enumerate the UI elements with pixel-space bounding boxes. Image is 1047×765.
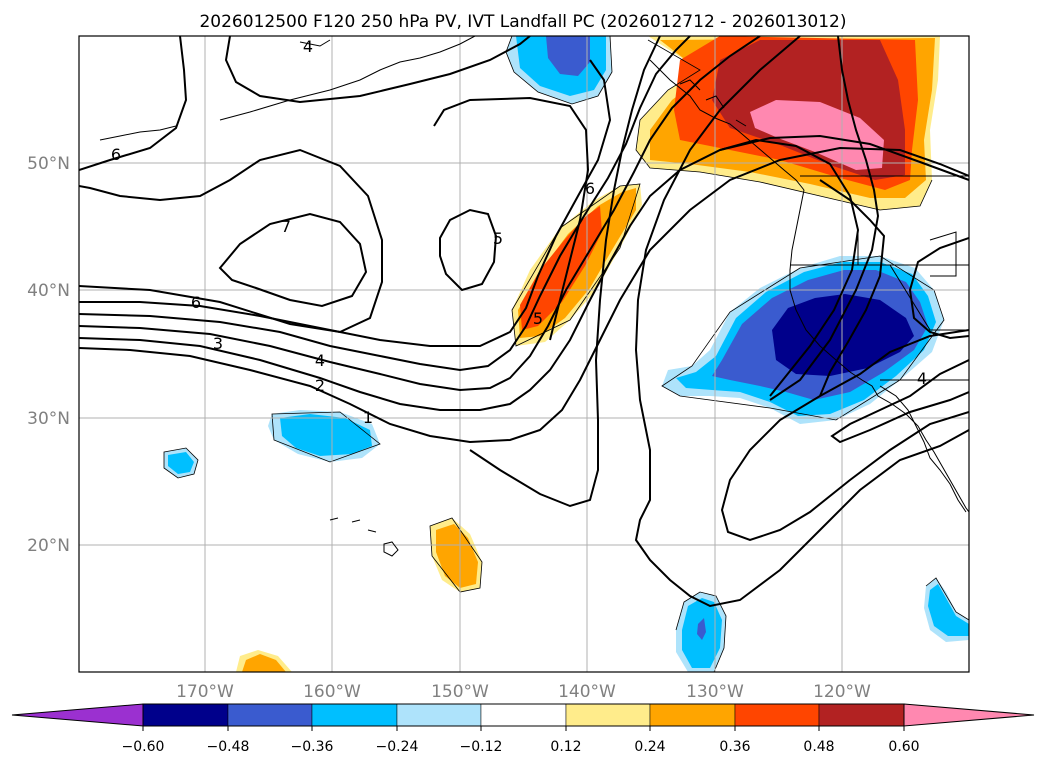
positive-anomaly-southwest-orange (242, 654, 286, 672)
contour-label: 5 (493, 229, 503, 248)
contour-line (433, 96, 590, 341)
contour-line (634, 36, 969, 608)
contour-label: 5 (533, 309, 543, 328)
colorbar-segment (565, 703, 651, 727)
contour-label: 1 (363, 408, 373, 427)
colorbar-segment (227, 703, 313, 727)
contour-line (224, 36, 531, 104)
map-panel: 1 2 3 4 5 6 7 4 5 6 4 6 (78, 35, 970, 673)
colorbar-extend-max (903, 703, 1035, 727)
contour-label: 6 (191, 293, 201, 312)
colorbar-segment (396, 703, 482, 727)
lon-label: 120°W (813, 682, 871, 702)
contour-line (719, 138, 860, 397)
contour-label: 4 (917, 369, 927, 388)
positive-anomaly-offshore-red (520, 206, 602, 330)
coastline-bc-islands (679, 79, 747, 127)
contour-label: 6 (585, 179, 595, 198)
negative-anomaly-tropical-mid (697, 618, 706, 640)
colorbar-segment (311, 703, 398, 727)
colorbar-segment (734, 703, 820, 727)
contour-line (819, 179, 886, 397)
colorbar-segment (480, 703, 567, 727)
lon-label: 160°W (303, 682, 361, 702)
coastline-kodiak (299, 39, 331, 47)
pv-contours (79, 36, 969, 608)
contour-line (830, 359, 969, 444)
contour-line (218, 212, 368, 308)
coastlines (99, 36, 969, 557)
lon-label: 170°W (176, 682, 234, 702)
coastline-alaska (219, 36, 476, 121)
colorbar-tick-label: 0.48 (803, 739, 834, 755)
lon-label: 130°W (686, 682, 744, 702)
colorbar-tick-label: 0.60 (888, 739, 919, 755)
coastline-great-basin (929, 231, 957, 277)
contour-labels: 1 2 3 4 5 6 7 4 5 6 4 6 (111, 37, 927, 427)
latitude-labels: 50°N 40°N 30°N 20°N (27, 154, 70, 556)
longitude-labels: 170°W 160°W 150°W 140°W 130°W 120°W (176, 682, 871, 702)
negative-anomaly-subtropical-blue (280, 414, 372, 456)
lat-label: 30°N (27, 409, 70, 429)
colorbar-frame (142, 703, 905, 727)
border-states (790, 230, 969, 381)
colorbar-segment (649, 703, 736, 727)
contour-line (79, 134, 969, 411)
lat-label: 40°N (27, 281, 70, 301)
lat-label: 50°N (27, 154, 70, 174)
contour-line (79, 59, 612, 347)
colorbar-tick-label: −0.24 (376, 739, 419, 755)
contour-label: 3 (213, 334, 223, 353)
contour-line (908, 237, 969, 340)
positive-anomaly-hawaii-orange (436, 524, 478, 588)
colorbar-tick-label: −0.48 (207, 739, 250, 755)
contour-line (469, 36, 661, 508)
lon-label: 150°W (431, 682, 489, 702)
lon-label: 140°W (558, 682, 616, 702)
colorbar-tick-label: −0.60 (122, 739, 165, 755)
colorbar-tick-label: −0.36 (291, 739, 334, 755)
contour-line (79, 36, 691, 372)
colorbar-extend-min (11, 703, 144, 727)
colorbar-tick-label: 0.12 (550, 739, 581, 755)
contour-label: 4 (315, 351, 325, 370)
positive-anomaly-bc-pink (750, 100, 884, 170)
colorbar-segment (818, 703, 905, 727)
map-frame (78, 35, 970, 673)
figure-title: 2026012500 F120 250 hPa PV, IVT Landfall… (199, 12, 846, 32)
contour-line (720, 329, 969, 542)
negative-anomaly-west-blue (168, 452, 194, 474)
contour-label: 6 (111, 145, 121, 164)
colorbar-tick-label: 0.24 (634, 739, 665, 755)
contour-label: 2 (315, 376, 325, 395)
ivt-anomaly-fills (163, 36, 969, 672)
negative-anomaly-gulf-mid (546, 36, 590, 76)
contour-line (79, 36, 188, 171)
contour-line (79, 148, 383, 334)
colorbar-segment (142, 703, 229, 727)
lat-label: 20°N (27, 536, 70, 556)
coastline-hawaii (329, 517, 399, 557)
contour-line (439, 208, 498, 292)
coastline-west-us (789, 189, 969, 513)
contour-line (79, 36, 761, 392)
contour-label: 4 (303, 37, 313, 56)
colorbar-tick-label: −0.12 (460, 739, 503, 755)
colorbar-tick-label: 0.36 (719, 739, 750, 755)
contour-line (79, 146, 969, 444)
coastline-alaska-peninsula (99, 125, 177, 141)
negative-anomaly-mexico-blue (928, 584, 969, 636)
colorbar: −0.60 −0.48 −0.36 −0.24 −0.12 0.12 0.24 … (11, 703, 1035, 755)
contour-line (769, 36, 880, 401)
negative-anomaly-california-deep (772, 294, 914, 376)
contour-label: 7 (281, 217, 291, 236)
